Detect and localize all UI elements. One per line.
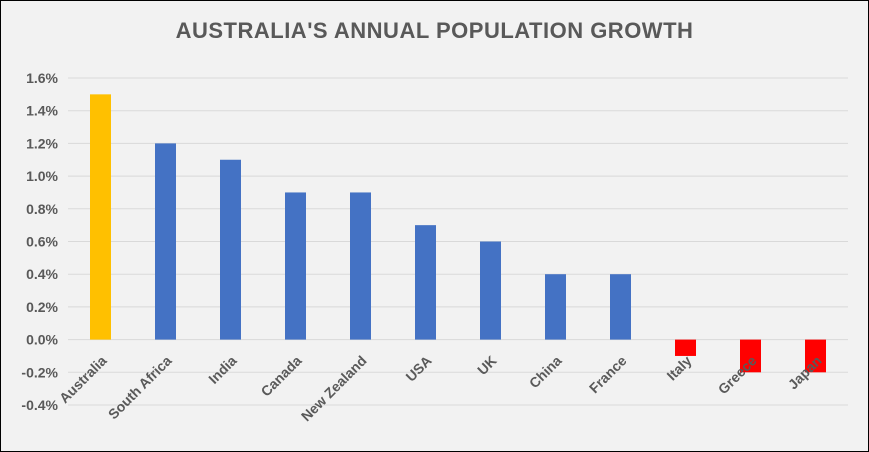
bar (805, 339, 826, 373)
y-tick-label: 0.4% (26, 266, 58, 282)
y-tick-label: 0.0% (26, 332, 58, 348)
bars (90, 94, 826, 373)
y-tick-label: 1.0% (26, 168, 58, 184)
y-tick-label: 1.6% (26, 70, 58, 86)
x-tick-label: South Africa (105, 352, 175, 422)
x-tick-label: Australia (56, 352, 110, 406)
x-tick-label: France (586, 352, 630, 396)
x-tick-label: India (205, 352, 240, 387)
bar (415, 225, 436, 340)
bar (155, 143, 176, 340)
x-tick-label: USA (402, 352, 434, 384)
bar (740, 339, 761, 373)
y-axis-ticks: -0.4% -0.2% 0.0% 0.2% 0.4% 0.6% 0.8% 1.0% 1.2% 1.… (21, 70, 58, 413)
y-tick-label: 0.8% (26, 201, 58, 217)
y-tick-label: -0.2% (21, 364, 58, 380)
y-tick-label: 1.4% (26, 103, 58, 119)
x-tick-label: Canada (258, 352, 305, 399)
x-tick-label: Italy (663, 352, 694, 383)
bar (90, 94, 111, 340)
bar (545, 274, 566, 340)
bar (220, 159, 241, 340)
y-tick-label: 0.6% (26, 234, 58, 250)
bar (610, 274, 631, 340)
x-tick-label: UK (474, 352, 500, 378)
bar (675, 339, 696, 356)
bar (350, 192, 371, 340)
y-tick-label: 0.2% (26, 299, 58, 315)
bar (480, 241, 501, 340)
y-tick-label: 1.2% (26, 135, 58, 151)
chart-title: AUSTRALIA'S ANNUAL POPULATION GROWTH (175, 18, 694, 43)
gridlines (68, 77, 848, 406)
x-tick-label: New Zealand (298, 352, 370, 424)
bar (285, 192, 306, 340)
x-tick-label: Greece (715, 352, 760, 397)
x-tick-label: China (526, 352, 565, 391)
y-tick-label: -0.4% (21, 397, 58, 413)
